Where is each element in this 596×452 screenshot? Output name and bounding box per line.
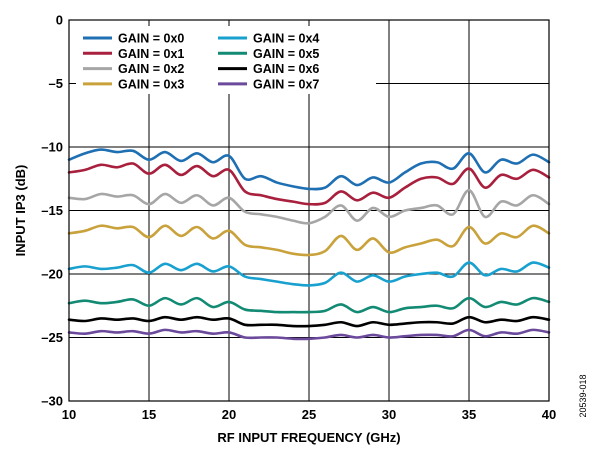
legend-label: GAIN = 0x0 bbox=[118, 32, 184, 46]
x-tick-label: 10 bbox=[62, 407, 76, 422]
legend-label: GAIN = 0x2 bbox=[118, 62, 184, 76]
legend-label: GAIN = 0x7 bbox=[253, 77, 319, 91]
x-tick-label: 25 bbox=[302, 407, 316, 422]
series-line-gain-0x3 bbox=[67, 224, 551, 257]
series-line-gain-0x4 bbox=[67, 261, 551, 287]
series-line-gain-0x1 bbox=[67, 162, 551, 206]
x-tick-label: 40 bbox=[542, 407, 556, 422]
tick-labels: 10 15 20 25 30 35 40 0 –5 –10 –15 –20 –25 –30 bbox=[41, 13, 556, 423]
series-line-gain-0x6 bbox=[67, 315, 551, 328]
series-line-gain-0x2 bbox=[67, 188, 551, 225]
x-tick-label: 20 bbox=[222, 407, 236, 422]
y-tick-label: –30 bbox=[41, 394, 63, 409]
legend-label: GAIN = 0x1 bbox=[118, 47, 184, 61]
y-tick-label: 0 bbox=[56, 13, 63, 28]
y-tick-label: –5 bbox=[49, 76, 63, 91]
series-line-gain-0x5 bbox=[67, 296, 551, 314]
y-tick-label: –25 bbox=[41, 330, 63, 345]
legend-label: GAIN = 0x4 bbox=[253, 32, 319, 46]
x-tick-label: 35 bbox=[462, 407, 476, 422]
y-tick-label: –10 bbox=[41, 140, 63, 155]
x-tick-label: 30 bbox=[382, 407, 396, 422]
x-tick-label: 15 bbox=[142, 407, 156, 422]
series-line-gain-0x7 bbox=[67, 328, 551, 341]
series-line-gain-0x0 bbox=[67, 148, 551, 191]
legend-label: GAIN = 0x6 bbox=[253, 62, 319, 76]
legend-label: GAIN = 0x5 bbox=[253, 47, 319, 61]
plot-frame bbox=[68, 19, 550, 402]
x-axis-label: RF INPUT FREQUENCY (GHz) bbox=[217, 430, 400, 445]
figure-id: 20539-018 bbox=[578, 374, 588, 417]
y-tick-label: –20 bbox=[41, 267, 63, 282]
series-lines bbox=[67, 148, 551, 341]
legend-label: GAIN = 0x3 bbox=[118, 77, 184, 91]
y-axis-label: INPUT IP3 (dB) bbox=[13, 165, 28, 257]
y-tick-label: –15 bbox=[41, 203, 63, 218]
